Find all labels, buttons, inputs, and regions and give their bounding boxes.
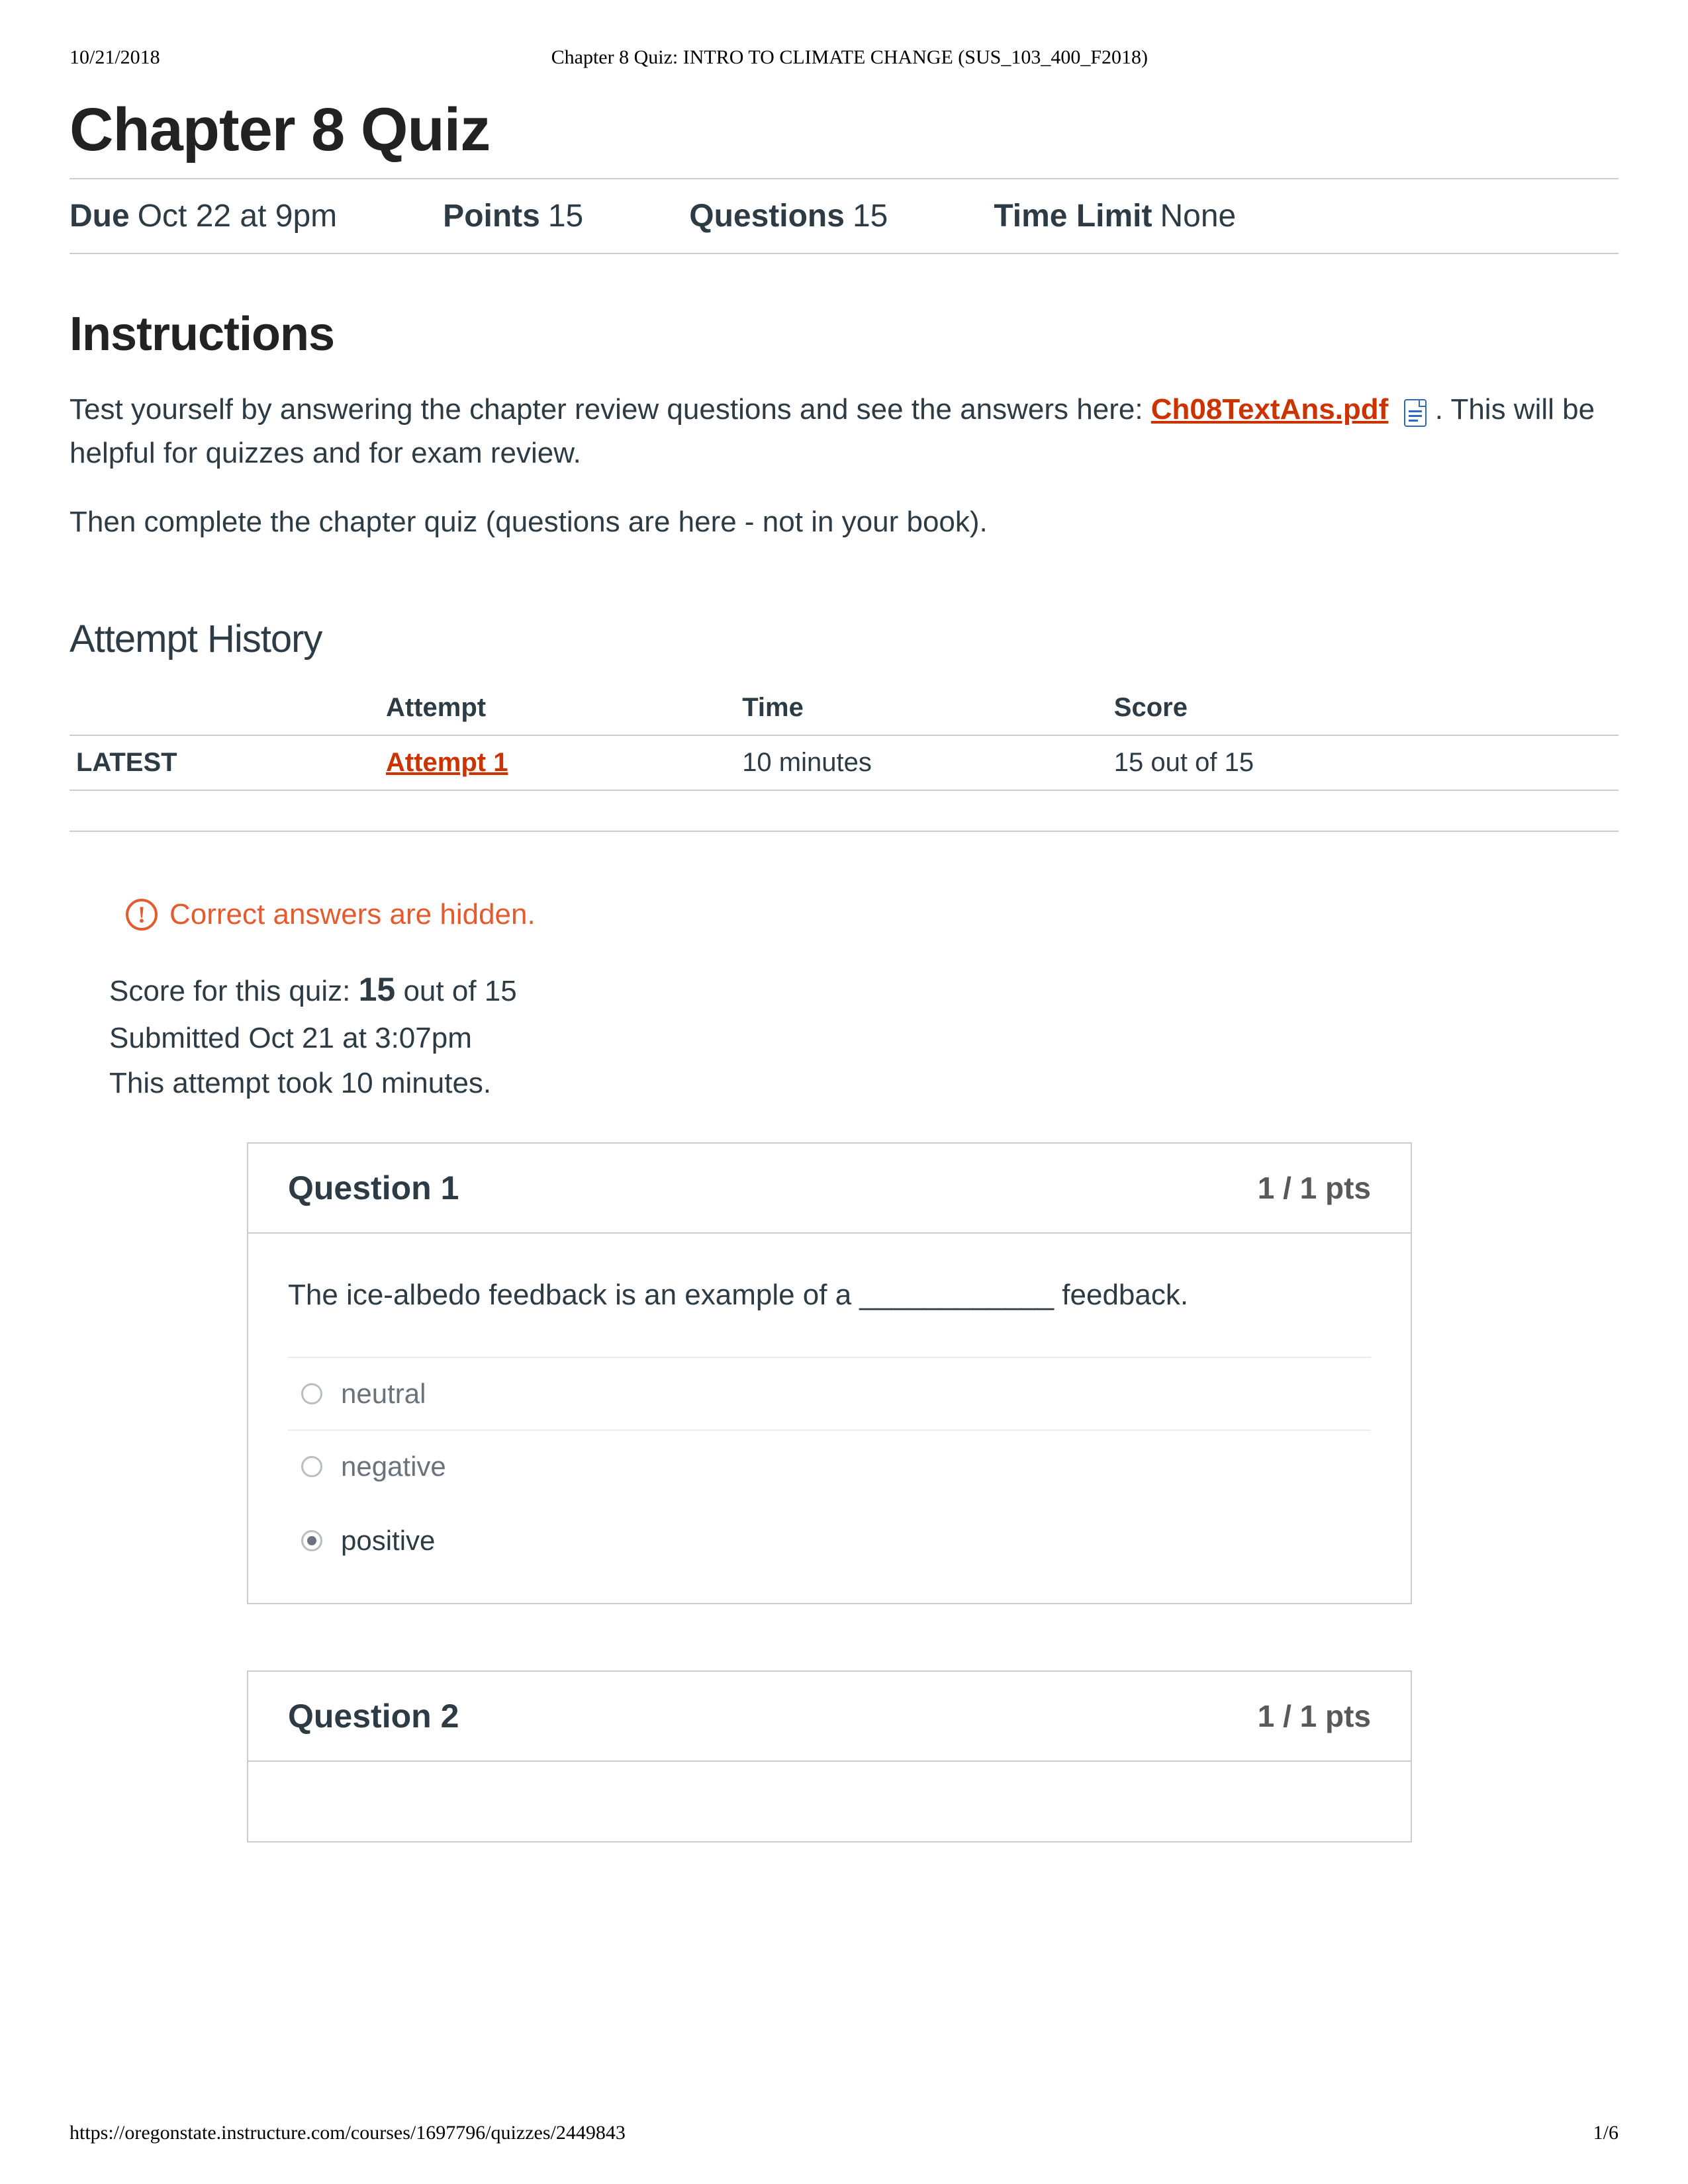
meta-questions: Questions15 bbox=[689, 198, 888, 234]
th-blank bbox=[70, 681, 379, 735]
submitted-line: Submitted Oct 21 at 3:07pm bbox=[109, 1016, 1618, 1061]
quiz-meta-bar: DueOct 22 at 9pm Points15 Questions15 Ti… bbox=[70, 178, 1618, 254]
questions-label: Questions bbox=[689, 199, 845, 234]
points-value: 15 bbox=[548, 199, 583, 234]
question-2-body bbox=[248, 1762, 1411, 1841]
attempt-link[interactable]: Attempt 1 bbox=[386, 748, 508, 777]
question-1-body: The ice-albedo feedback is an example of… bbox=[248, 1234, 1411, 1603]
answer-label: positive bbox=[341, 1525, 435, 1557]
instructions-p2: Then complete the chapter quiz (question… bbox=[70, 500, 1618, 544]
questions-value: 15 bbox=[853, 199, 888, 234]
question-2-card: Question 2 1 / 1 pts bbox=[247, 1670, 1412, 1843]
print-url: https://oregonstate.instructure.com/cour… bbox=[70, 2122, 626, 2144]
warning-icon: ! bbox=[126, 899, 158, 931]
document-icon bbox=[1403, 396, 1427, 426]
td-latest: LATEST bbox=[70, 735, 379, 790]
score-value: 15 bbox=[359, 971, 396, 1008]
correct-answers-hidden-banner: ! Correct answers are hidden. bbox=[126, 898, 1618, 931]
divider bbox=[70, 831, 1618, 832]
th-attempt: Attempt bbox=[379, 681, 735, 735]
duration-line: This attempt took 10 minutes. bbox=[109, 1061, 1618, 1106]
question-1-points: 1 / 1 pts bbox=[1258, 1170, 1371, 1206]
answer-label: negative bbox=[341, 1451, 446, 1482]
radio-icon bbox=[301, 1456, 322, 1477]
page-title: Chapter 8 Quiz bbox=[70, 95, 1618, 165]
print-header-spacer bbox=[1539, 46, 1618, 69]
question-1-card: Question 1 1 / 1 pts The ice-albedo feed… bbox=[247, 1142, 1412, 1604]
instructions-p1: Test yourself by answering the chapter r… bbox=[70, 388, 1618, 475]
meta-timelimit: Time LimitNone bbox=[994, 198, 1236, 234]
question-2-header: Question 2 1 / 1 pts bbox=[248, 1672, 1411, 1762]
question-1-title: Question 1 bbox=[288, 1169, 459, 1207]
table-row: LATEST Attempt 1 10 minutes 15 out of 15 bbox=[70, 735, 1618, 790]
td-score: 15 out of 15 bbox=[1107, 735, 1618, 790]
instructions-p1-prefix: Test yourself by answering the chapter r… bbox=[70, 393, 1151, 426]
radio-icon-selected bbox=[301, 1530, 322, 1551]
hidden-banner-text: Correct answers are hidden. bbox=[169, 898, 536, 931]
print-footer: https://oregonstate.instructure.com/cour… bbox=[70, 2122, 1618, 2144]
score-suffix: out of 15 bbox=[395, 975, 516, 1007]
print-page: 1/6 bbox=[1593, 2122, 1618, 2144]
score-summary: Score for this quiz: 15 out of 15 Submit… bbox=[109, 964, 1618, 1106]
attempt-history-table: Attempt Time Score LATEST Attempt 1 10 m… bbox=[70, 681, 1618, 791]
attempt-history-heading: Attempt History bbox=[70, 617, 1618, 661]
meta-points: Points15 bbox=[443, 198, 583, 234]
answer-label: neutral bbox=[341, 1378, 426, 1410]
question-2-points: 1 / 1 pts bbox=[1258, 1698, 1371, 1734]
instructions-body: Test yourself by answering the chapter r… bbox=[70, 388, 1618, 544]
td-time: 10 minutes bbox=[735, 735, 1107, 790]
points-label: Points bbox=[443, 199, 540, 234]
print-date: 10/21/2018 bbox=[70, 46, 160, 69]
td-attempt: Attempt 1 bbox=[379, 735, 735, 790]
timelimit-value: None bbox=[1160, 199, 1236, 234]
th-time: Time bbox=[735, 681, 1107, 735]
question-1-text: The ice-albedo feedback is an example of… bbox=[288, 1273, 1371, 1317]
print-title: Chapter 8 Quiz: INTRO TO CLIMATE CHANGE … bbox=[551, 46, 1148, 69]
timelimit-label: Time Limit bbox=[994, 199, 1152, 234]
score-prefix: Score for this quiz: bbox=[109, 975, 359, 1007]
due-value: Oct 22 at 9pm bbox=[138, 199, 337, 234]
meta-due: DueOct 22 at 9pm bbox=[70, 198, 337, 234]
due-label: Due bbox=[70, 199, 130, 234]
answer-option-positive[interactable]: positive bbox=[288, 1502, 1371, 1576]
question-2-title: Question 2 bbox=[288, 1697, 459, 1735]
table-header-row: Attempt Time Score bbox=[70, 681, 1618, 735]
print-header: 10/21/2018 Chapter 8 Quiz: INTRO TO CLIM… bbox=[70, 46, 1618, 69]
instructions-heading: Instructions bbox=[70, 307, 1618, 361]
answer-option-negative[interactable]: negative bbox=[288, 1430, 1371, 1502]
answers-pdf-link[interactable]: Ch08TextAns.pdf bbox=[1151, 393, 1389, 426]
answer-option-neutral[interactable]: neutral bbox=[288, 1357, 1371, 1430]
question-1-header: Question 1 1 / 1 pts bbox=[248, 1144, 1411, 1234]
radio-icon bbox=[301, 1383, 322, 1404]
th-score: Score bbox=[1107, 681, 1618, 735]
score-line-1: Score for this quiz: 15 out of 15 bbox=[109, 964, 1618, 1016]
